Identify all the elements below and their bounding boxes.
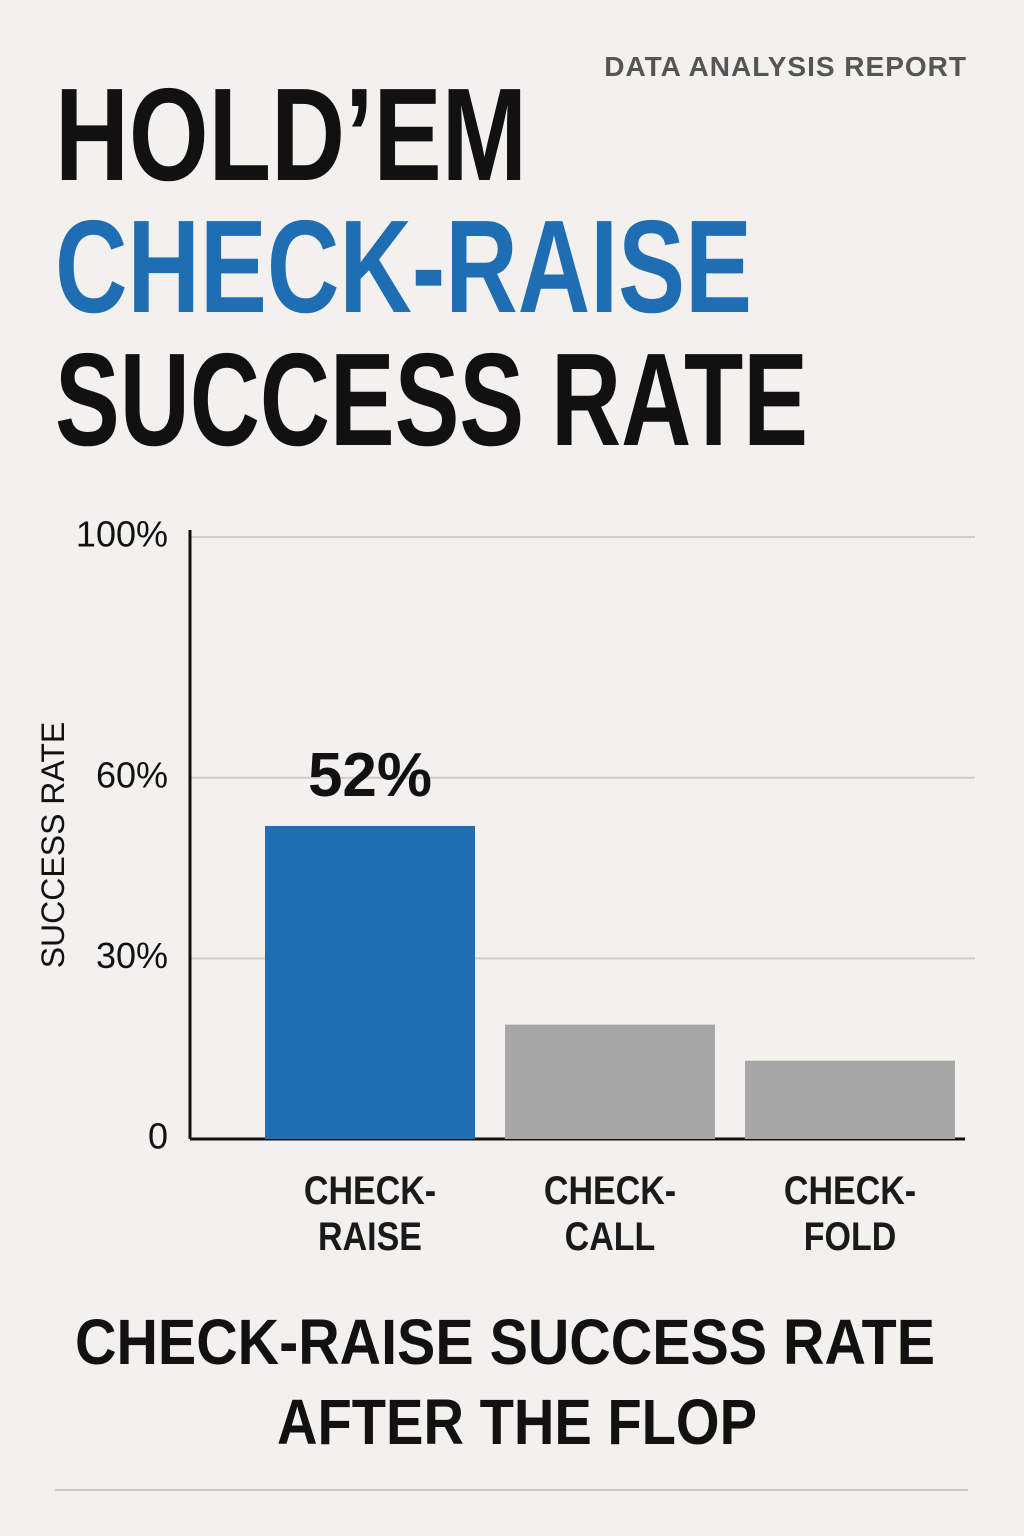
- bar: [505, 1024, 715, 1139]
- bar: [265, 825, 475, 1139]
- bar: [745, 1060, 955, 1139]
- value-label: 52%: [308, 741, 432, 810]
- x-tick-label: CHECK-CALL: [543, 1169, 677, 1259]
- title-line: CHECK-RAISE: [55, 193, 752, 340]
- y-axis-label: SUCCESS RATE: [35, 722, 71, 969]
- header: DATA ANALYSIS REPORT: [604, 51, 967, 82]
- caption-line: AFTER THE FLOP: [277, 1386, 757, 1458]
- caption-line: CHECK-RAISE SUCCESS RATE: [75, 1306, 935, 1378]
- title-line: HOLD’EM: [55, 61, 527, 208]
- x-tick-label: CHECK-RAISE: [303, 1169, 437, 1259]
- title-line: SUCCESS RATE: [55, 326, 808, 473]
- x-tick-label: CHECK-FOLD: [783, 1169, 917, 1259]
- y-tick-label: 100%: [76, 514, 168, 555]
- y-tick-label: 30%: [96, 935, 168, 976]
- y-tick-label: 60%: [96, 754, 168, 795]
- y-tick-label: 0: [148, 1116, 168, 1157]
